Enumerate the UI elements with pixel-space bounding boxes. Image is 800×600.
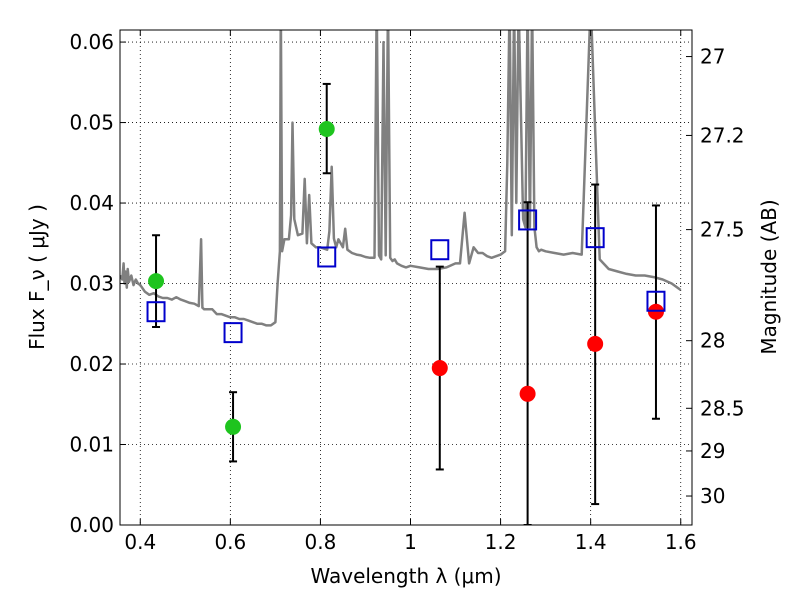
- x-tick-label: 1.6: [665, 530, 697, 554]
- axis-ticks: 0.4 0.6 0.8 1 1.2 1.4 1.6 0.00 0.01 0.02 0.03 0.04 0…: [69, 30, 745, 554]
- right-axis-label: Magnitude (AB): [757, 199, 781, 354]
- x-tick-label: 1.4: [575, 530, 607, 554]
- right-tick-label: 27.5: [700, 218, 745, 242]
- x-tick-label: 0.8: [305, 530, 337, 554]
- data-point-circle: [318, 121, 335, 137]
- model-spectrum-layer: [120, 30, 682, 327]
- y-tick-label: 0.06: [69, 30, 114, 54]
- plot-frame: [119, 29, 693, 526]
- data-point-square: [146, 301, 166, 323]
- right-tick-label: 29: [700, 439, 725, 463]
- x-tick-label: 0.4: [124, 530, 156, 554]
- y-tick-label: 0.02: [69, 352, 114, 376]
- right-tick-label: 28.5: [700, 396, 745, 420]
- data-point-square: [223, 322, 243, 344]
- data-point-circle: [225, 418, 242, 435]
- data-point-circle: [431, 360, 448, 377]
- plot-background: [120, 30, 692, 525]
- y-axis-label: Flux F_ν ( μJy ): [25, 204, 49, 350]
- right-tick-label: 27.2: [700, 123, 745, 147]
- x-axis-label: Wavelength λ (μm): [310, 564, 501, 588]
- data-point-square: [646, 290, 666, 312]
- right-tick-label: 30: [700, 484, 725, 508]
- right-tick-label: 28: [700, 329, 725, 353]
- x-tick-label: 1: [404, 530, 417, 554]
- y-tick-label: 0.01: [69, 433, 114, 457]
- model-spectrum-line: [120, 30, 682, 327]
- data-point-square: [317, 246, 337, 268]
- data-point-circle: [587, 335, 604, 352]
- data-point-square: [518, 209, 538, 231]
- y-tick-label: 0.04: [69, 191, 114, 215]
- y-tick-label: 0.03: [69, 272, 114, 296]
- data-point-circle: [519, 385, 536, 402]
- y-tick-label: 0.00: [69, 513, 114, 537]
- right-tick-label: 27: [700, 45, 725, 69]
- markers-layer: [146, 121, 666, 435]
- data-point-square: [430, 239, 450, 261]
- y-tick-label: 0.05: [69, 111, 114, 135]
- data-point-square: [585, 227, 605, 249]
- x-tick-label: 0.6: [214, 530, 246, 554]
- data-point-circle: [148, 273, 165, 290]
- x-tick-label: 1.2: [485, 530, 517, 554]
